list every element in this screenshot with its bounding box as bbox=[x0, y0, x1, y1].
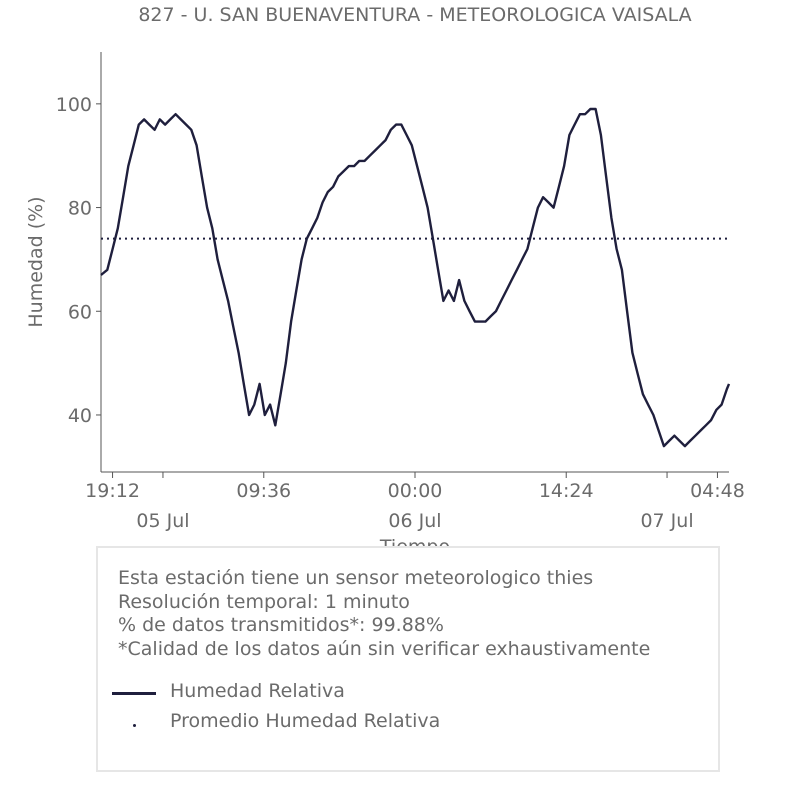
y-tick-label: 60 bbox=[68, 301, 92, 323]
station-info: Esta estación tiene un sensor meteorolog… bbox=[118, 567, 650, 661]
x-axis-label: Tiempo bbox=[379, 536, 450, 546]
info-line-resolution: Resolución temporal: 1 minuto bbox=[118, 590, 410, 613]
info-line-sensor: Esta estación tiene un sensor meteorolog… bbox=[118, 567, 594, 589]
axes: 40 60 80 100 19:12 09:36 00:00 14:24 04:48 05 Jul… bbox=[56, 52, 745, 532]
x-date-label: 06 Jul bbox=[388, 510, 441, 532]
x-tick-label: 19:12 bbox=[85, 480, 140, 502]
y-tick-label: 100 bbox=[56, 94, 92, 116]
info-line-transmitted: % de datos transmitidos*: 99.88% bbox=[118, 614, 444, 636]
y-axis-label: Humedad (%) bbox=[25, 196, 47, 327]
humidity-chart: 827 - U. SAN BUENAVENTURA - METEOROLOGIC… bbox=[25, 4, 745, 546]
x-tick-label: 09:36 bbox=[236, 480, 291, 502]
info-line-quality: *Calidad de los datos aún sin verificar … bbox=[118, 637, 651, 660]
x-date-label: 07 Jul bbox=[640, 510, 693, 532]
info-panel: Esta estación tiene un sensor meteorolog… bbox=[96, 546, 720, 772]
y-tick-label: 80 bbox=[68, 198, 92, 220]
legend-line-swatch bbox=[112, 692, 156, 695]
legend-label-humidity: Humedad Relativa bbox=[170, 680, 345, 702]
humidity-series-line bbox=[100, 107, 731, 448]
legend-dotted-swatch bbox=[133, 724, 136, 727]
legend-label-average: Promedio Humedad Relativa bbox=[170, 710, 441, 732]
x-date-label: 05 Jul bbox=[136, 510, 189, 532]
chart-title: 827 - U. SAN BUENAVENTURA - METEOROLOGIC… bbox=[138, 4, 691, 26]
x-tick-label: 14:24 bbox=[539, 480, 594, 502]
x-tick-label: 00:00 bbox=[388, 480, 443, 502]
x-tick-label: 04:48 bbox=[690, 480, 745, 502]
y-tick-label: 40 bbox=[68, 405, 92, 427]
plot-area bbox=[100, 107, 731, 448]
